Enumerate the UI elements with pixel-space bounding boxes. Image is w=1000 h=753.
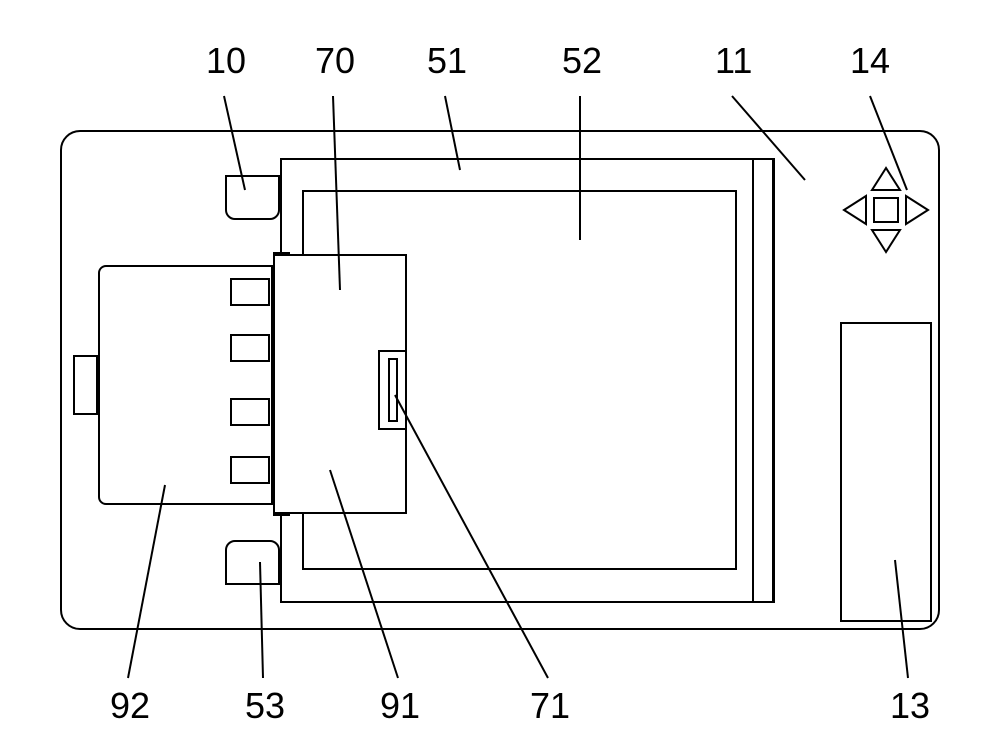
tab-top: [225, 175, 280, 220]
hinge-tooth: [230, 456, 270, 484]
label-13: 13: [890, 685, 930, 727]
label-92: 92: [110, 685, 150, 727]
hinge-tooth: [230, 334, 270, 362]
label-70: 70: [315, 40, 355, 82]
panel-13: [840, 322, 932, 622]
vertical-strip: [752, 158, 774, 603]
label-11: 11: [715, 40, 752, 82]
label-14: 14: [850, 40, 890, 82]
hinge-tooth: [230, 398, 270, 426]
handle-left: [73, 355, 98, 415]
label-53: 53: [245, 685, 285, 727]
label-71: 71: [530, 685, 570, 727]
label-91: 91: [380, 685, 420, 727]
label-51: 51: [427, 40, 467, 82]
tab-bottom: [225, 540, 280, 585]
handle-right-inner: [388, 358, 398, 422]
label-10: 10: [206, 40, 246, 82]
hinge-tooth: [230, 278, 270, 306]
label-52: 52: [562, 40, 602, 82]
